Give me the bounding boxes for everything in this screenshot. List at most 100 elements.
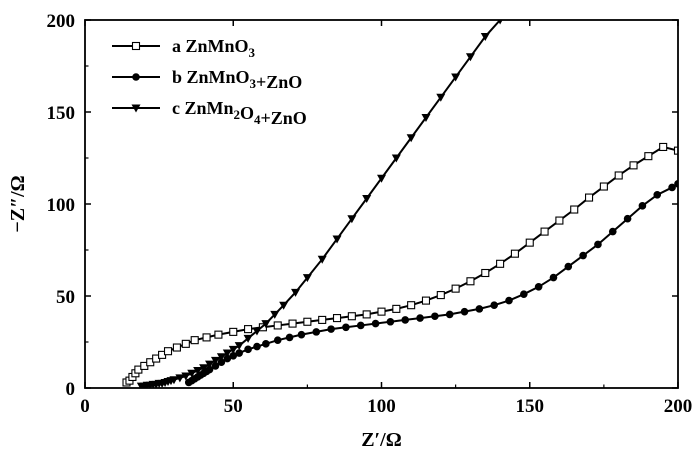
- data-point: [481, 268, 490, 278]
- data-point: [659, 142, 668, 152]
- data-point: [169, 376, 179, 385]
- data-point: [234, 342, 244, 351]
- data-point: [614, 171, 623, 180]
- x-axis-title: Z′/Ω: [361, 429, 402, 451]
- data-point: [497, 20, 503, 25]
- x-tick-label: 150: [516, 396, 545, 417]
- data-point: [132, 73, 140, 81]
- data-point: [261, 320, 271, 329]
- data-point: [332, 235, 342, 244]
- data-point: [362, 310, 371, 319]
- data-point: [222, 349, 232, 358]
- data-point: [644, 152, 653, 161]
- y-tick-label: 200: [47, 11, 76, 32]
- data-point: [362, 194, 372, 203]
- data-point: [243, 334, 253, 343]
- y-axis-title: −Z″/Ω: [7, 175, 29, 232]
- x-tick-label: 0: [80, 396, 90, 417]
- data-point: [416, 314, 424, 322]
- data-point: [175, 374, 185, 383]
- data-point: [211, 362, 220, 370]
- data-point: [406, 134, 416, 143]
- legend-text-part: O: [240, 103, 254, 123]
- data-point: [210, 356, 220, 365]
- data-point: [288, 319, 297, 328]
- data-point: [673, 146, 678, 155]
- legend-text-part: c ZnMn: [172, 98, 234, 118]
- legend-item: c ZnMn2O4+ZnO: [112, 98, 307, 128]
- data-point: [285, 333, 294, 342]
- data-point: [163, 347, 173, 356]
- legend-text-part: b ZnMnO: [172, 67, 250, 87]
- data-point: [190, 336, 199, 345]
- data-point: [253, 342, 261, 351]
- data-point: [252, 327, 262, 336]
- data-point: [317, 255, 327, 264]
- data-point: [623, 214, 632, 223]
- data-point: [270, 310, 280, 319]
- data-point: [302, 274, 312, 283]
- series-a: [122, 142, 678, 387]
- data-point: [465, 53, 475, 62]
- data-point: [436, 291, 445, 300]
- legend-text-part: +ZnO: [256, 72, 302, 92]
- data-point: [371, 319, 380, 328]
- data-point: [229, 352, 238, 360]
- data-point: [377, 174, 386, 183]
- data-point: [356, 321, 365, 330]
- data-point: [401, 316, 410, 324]
- data-point: [480, 33, 490, 42]
- data-point: [534, 283, 543, 291]
- y-tick-label: 0: [66, 379, 76, 400]
- data-point: [187, 369, 197, 378]
- data-point: [392, 304, 401, 313]
- x-tick-label: 200: [664, 396, 693, 417]
- data-point: [199, 364, 209, 373]
- data-point: [421, 114, 431, 123]
- data-point: [653, 191, 662, 199]
- data-point: [342, 323, 350, 332]
- y-tick-label: 100: [47, 195, 76, 216]
- data-point: [172, 343, 181, 352]
- data-point: [638, 202, 647, 210]
- data-point: [579, 251, 587, 260]
- data-point: [668, 183, 676, 192]
- data-point: [303, 317, 312, 326]
- data-point: [312, 328, 321, 336]
- data-point: [674, 179, 678, 188]
- data-point: [131, 41, 141, 51]
- data-point: [490, 301, 498, 310]
- data-point: [525, 238, 534, 247]
- legend-text-part: a ZnMnO: [172, 36, 249, 56]
- data-point: [549, 273, 558, 282]
- data-point: [291, 288, 301, 297]
- data-point: [273, 336, 282, 344]
- data-point: [327, 325, 335, 333]
- legend-label: a ZnMnO3: [172, 36, 256, 60]
- legend-text-part: 4: [254, 112, 261, 127]
- data-point: [229, 327, 238, 336]
- legend-text-part: 3: [249, 45, 256, 60]
- data-point: [505, 296, 513, 305]
- data-point: [217, 358, 226, 367]
- data-point: [451, 73, 461, 82]
- data-point: [279, 301, 289, 310]
- legend-item: a ZnMnO3: [112, 36, 256, 60]
- data-point: [510, 249, 519, 258]
- series-b: [184, 179, 678, 387]
- data-point: [431, 312, 439, 321]
- data-point: [555, 216, 564, 225]
- data-point: [594, 240, 602, 249]
- data-point: [475, 305, 484, 313]
- data-point: [520, 290, 528, 298]
- axes: 0 50 100 150 200 0 50 100 150 200 Z′/Ω −Z″/Ω: [7, 11, 692, 451]
- data-point: [608, 227, 617, 236]
- data-point: [445, 310, 454, 319]
- data-point: [391, 154, 401, 163]
- series-line: [125, 145, 678, 384]
- data-point: [332, 314, 342, 323]
- data-point: [451, 284, 460, 293]
- legend-text-part: +ZnO: [261, 108, 307, 128]
